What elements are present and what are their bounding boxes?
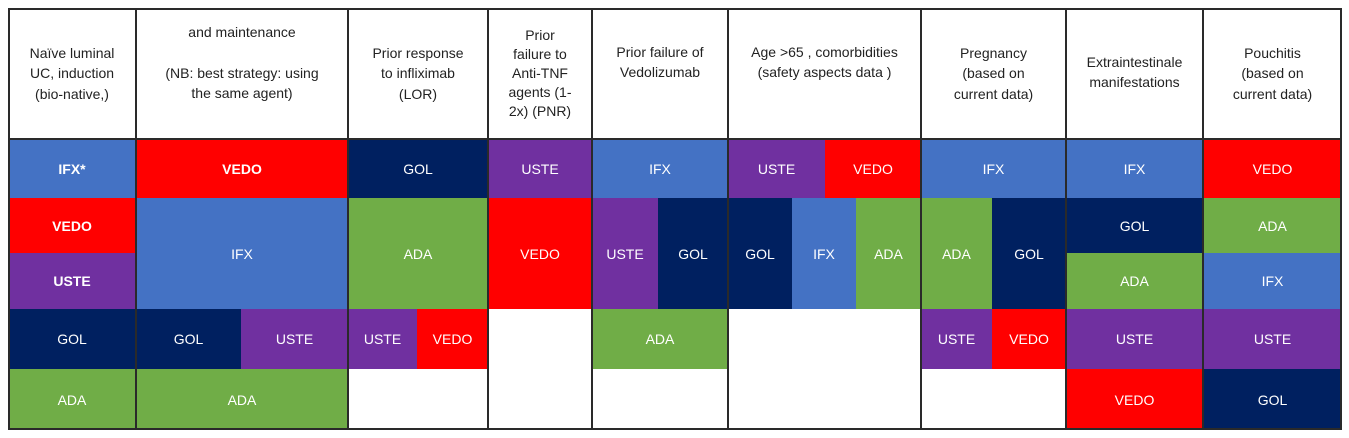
column-header-prior-failure-anti-tnf: Prior failure to Anti-TNF agents (1- 2x)… — [508, 27, 572, 119]
drug-cell-ada: ADA — [592, 309, 728, 369]
table-border-top — [8, 8, 1342, 10]
column-header-prior-failure-vedolizumab: Prior failure of Vedolizumab — [616, 44, 704, 81]
column-divider — [727, 8, 729, 430]
drug-cell-uste: USTE — [1066, 309, 1203, 369]
drug-cell-gol: GOL — [992, 198, 1066, 309]
drug-cell-uste: USTE — [241, 309, 348, 369]
column-divider — [135, 8, 137, 430]
drug-cell-uste: USTE — [592, 198, 658, 309]
table-border-right — [1340, 8, 1342, 430]
drug-cell-vedo: VEDO — [992, 309, 1066, 369]
table-border-left — [8, 8, 10, 430]
drug-cell-vedo: VEDO — [1203, 139, 1342, 198]
drug-cell-gol: GOL — [1066, 198, 1203, 253]
drug-cell-vedo: VEDO — [488, 198, 592, 309]
drug-cell-ada: ADA — [1203, 198, 1342, 253]
drug-cell-ada: ADA — [1066, 253, 1203, 309]
column-header-prior-response-infliximab: Prior response to infliximab (LOR) — [372, 45, 464, 102]
drug-cell-gol: GOL — [8, 309, 136, 369]
drug-cell-ifx: IFX — [1203, 253, 1342, 309]
drug-cell-ada: ADA — [348, 198, 488, 309]
drug-cell-uste: USTE — [488, 139, 592, 198]
drug-cell-ifx: IFX — [1066, 139, 1203, 198]
column-header-pregnancy: Pregnancy (based on current data) — [953, 45, 1034, 102]
empty-cell — [728, 369, 921, 430]
empty-cell — [592, 369, 728, 430]
empty-cell — [488, 369, 592, 430]
column-header-age-comorbidities: Age >65 , comorbidities (safety aspects … — [751, 44, 898, 81]
drug-cell-uste: USTE — [348, 309, 417, 369]
column-divider — [591, 8, 593, 430]
drug-cell-gol: GOL — [136, 309, 241, 369]
empty-cell — [921, 369, 1066, 430]
drug-cell-gol: GOL — [348, 139, 488, 198]
header-divider — [8, 138, 1342, 140]
empty-cell — [488, 309, 592, 369]
drug-cell-gol: GOL — [1203, 369, 1342, 430]
drug-cell-vedo: VEDO — [825, 139, 921, 198]
drug-cell-ada: ADA — [856, 198, 921, 309]
drug-cell-ifx: IFX — [921, 139, 1066, 198]
drug-cell-uste: USTE — [1203, 309, 1342, 369]
drug-cell-ifx: IFX* — [8, 139, 136, 198]
drug-cell-ada: ADA — [921, 198, 992, 309]
column-divider — [920, 8, 922, 430]
drug-cell-ifx: IFX — [592, 139, 728, 198]
drug-cell-uste: USTE — [921, 309, 992, 369]
table-border-bottom — [8, 428, 1342, 430]
column-header-extraintestinal: Extraintestinale manifestations — [1086, 54, 1183, 91]
drug-cell-uste: USTE — [728, 139, 825, 198]
column-header-pouchitis: Pouchitis (based on current data) — [1232, 45, 1313, 102]
drug-cell-ada: ADA — [136, 369, 348, 430]
column-divider — [487, 8, 489, 430]
column-divider — [1202, 8, 1204, 430]
column-divider — [347, 8, 349, 430]
drug-cell-gol: GOL — [658, 198, 728, 309]
drug-cell-ada: ADA — [8, 369, 136, 430]
column-header-naive-luminal-uc: Naïve luminal UC, induction (bio-native,… — [29, 45, 115, 102]
drug-cell-uste: USTE — [8, 253, 136, 309]
empty-cell — [728, 309, 921, 369]
drug-cell-vedo: VEDO — [417, 309, 488, 369]
drug-cell-ifx: IFX — [792, 198, 856, 309]
drug-cell-vedo: VEDO — [136, 139, 348, 198]
drug-cell-vedo: VEDO — [8, 198, 136, 253]
column-divider — [1065, 8, 1067, 430]
empty-cell — [348, 369, 488, 430]
drug-cell-ifx: IFX — [136, 198, 348, 309]
drug-cell-gol: GOL — [728, 198, 792, 309]
drug-cell-vedo: VEDO — [1066, 369, 1203, 430]
column-header-maintenance: and maintenance (NB: best strategy: usin… — [165, 24, 319, 101]
